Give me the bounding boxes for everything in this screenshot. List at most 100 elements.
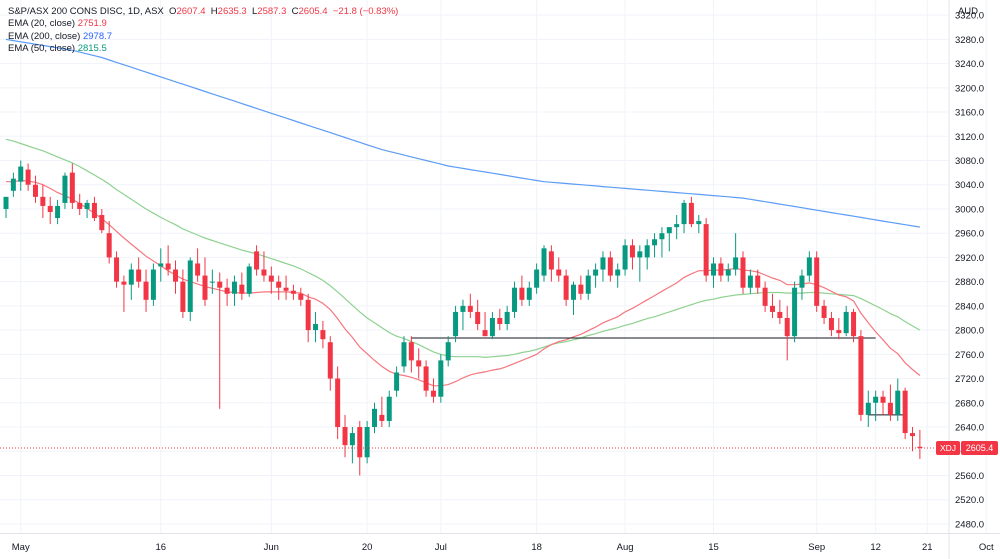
- candle-body: [578, 284, 584, 294]
- candle-body: [423, 366, 429, 391]
- candle-body: [231, 281, 237, 294]
- y-tick-label: 2560.0: [955, 471, 984, 482]
- open-value: 2607.4: [176, 6, 206, 17]
- y-tick-label: 2760.0: [955, 350, 984, 361]
- candle-body: [69, 172, 75, 203]
- candle-body: [202, 275, 208, 300]
- y-tick-label: 3240.0: [955, 59, 984, 70]
- candle-body: [895, 390, 901, 415]
- candle-body: [467, 305, 473, 312]
- candle-body: [62, 175, 68, 203]
- y-tick-label: 3120.0: [955, 132, 984, 143]
- candle-body: [482, 330, 488, 337]
- candle-body: [195, 263, 201, 276]
- indicator-ema50[interactable]: EMA (50, close) 2815.5: [8, 43, 107, 55]
- candle-body: [674, 224, 680, 228]
- x-tick-label: 16: [155, 542, 166, 553]
- high-value: 2635.3: [217, 6, 247, 17]
- candle-body: [121, 281, 127, 285]
- candle-body: [851, 311, 857, 337]
- change-value: −21.8 (−0.83%): [332, 6, 399, 17]
- candle-body: [504, 311, 510, 325]
- candle-body: [570, 284, 576, 300]
- candle-body: [777, 311, 783, 318]
- symbol-tag: [936, 440, 960, 455]
- symbol-title[interactable]: S&P/ASX 200 CONS DISC, 1D, ASX: [8, 6, 164, 17]
- candle-body: [357, 427, 363, 458]
- candle-body: [644, 245, 650, 258]
- x-tick-label: 18: [531, 542, 542, 553]
- y-tick-label: 2960.0: [955, 229, 984, 240]
- candle-body: [541, 248, 547, 276]
- candle-body: [99, 215, 105, 231]
- x-tick-label: 12: [870, 542, 881, 553]
- indicator-ema20[interactable]: EMA (20, close) 2751.9: [8, 18, 107, 30]
- currency-label[interactable]: AUD: [957, 6, 978, 17]
- candle-body: [733, 257, 739, 270]
- candle-body: [902, 390, 908, 434]
- candle-body: [799, 275, 805, 288]
- candle-body: [143, 281, 149, 300]
- close-value: 2605.4: [298, 6, 328, 17]
- candle-body: [769, 305, 775, 312]
- candle-body: [224, 287, 230, 294]
- y-tick-label: 3160.0: [955, 108, 984, 119]
- candle-body: [858, 336, 864, 415]
- indicator-ema200[interactable]: EMA (200, close) 2978.7: [8, 30, 113, 42]
- candle-body: [637, 251, 643, 258]
- x-tick-label: 21: [922, 542, 933, 553]
- candle-body: [585, 275, 591, 294]
- y-tick-label: 2720.0: [955, 374, 984, 385]
- ema200-value: 2978.7: [82, 30, 113, 42]
- candle-body: [806, 257, 812, 276]
- candle-body: [747, 275, 753, 288]
- candle-body: [349, 433, 355, 446]
- ema50-value: 2815.5: [77, 43, 107, 55]
- candle-body: [18, 166, 24, 182]
- candle-body: [335, 378, 341, 428]
- candle-body: [836, 330, 842, 334]
- y-tick-label: 3200.0: [955, 83, 984, 94]
- candle-body: [408, 342, 414, 361]
- candle-body: [40, 196, 46, 206]
- candle-body: [187, 260, 193, 312]
- candle-body: [150, 269, 156, 300]
- candle-body: [659, 233, 665, 240]
- candle-body: [865, 402, 871, 415]
- ema200-line: [5, 38, 920, 228]
- candle-body: [600, 257, 606, 270]
- candle-body: [180, 281, 186, 312]
- candle-body: [25, 169, 31, 185]
- candle-body: [364, 427, 370, 458]
- candle-body: [563, 275, 569, 300]
- y-tick-label: 3000.0: [955, 204, 984, 215]
- x-tick-label: Oct: [979, 542, 994, 553]
- candle-body: [209, 281, 215, 283]
- candle-body: [548, 251, 554, 270]
- candle-body: [497, 317, 503, 325]
- x-tick-label: Aug: [617, 542, 634, 553]
- candle-body: [372, 408, 377, 428]
- candle-body: [688, 202, 694, 225]
- candle-body: [828, 317, 834, 331]
- candle-body: [305, 299, 311, 331]
- y-tick-label: 3040.0: [955, 180, 984, 191]
- candle-body: [615, 269, 621, 276]
- candle-body: [460, 305, 466, 312]
- y-tick-label: 2520.0: [955, 495, 984, 506]
- candle-body: [762, 287, 768, 306]
- candle-body: [320, 330, 326, 340]
- candle-body: [556, 269, 562, 276]
- candle-body: [10, 178, 16, 191]
- candle-body: [593, 269, 599, 276]
- x-tick-label: Jul: [435, 542, 447, 553]
- candle-body: [84, 202, 90, 209]
- candle-body: [740, 257, 746, 288]
- legend: S&P/ASX 200 CONS DISC, 1D, ASX O2607.4 H…: [8, 6, 398, 56]
- candle-body: [246, 266, 252, 294]
- x-tick-label: Jun: [264, 542, 279, 553]
- y-tick-label: 2920.0: [955, 253, 984, 264]
